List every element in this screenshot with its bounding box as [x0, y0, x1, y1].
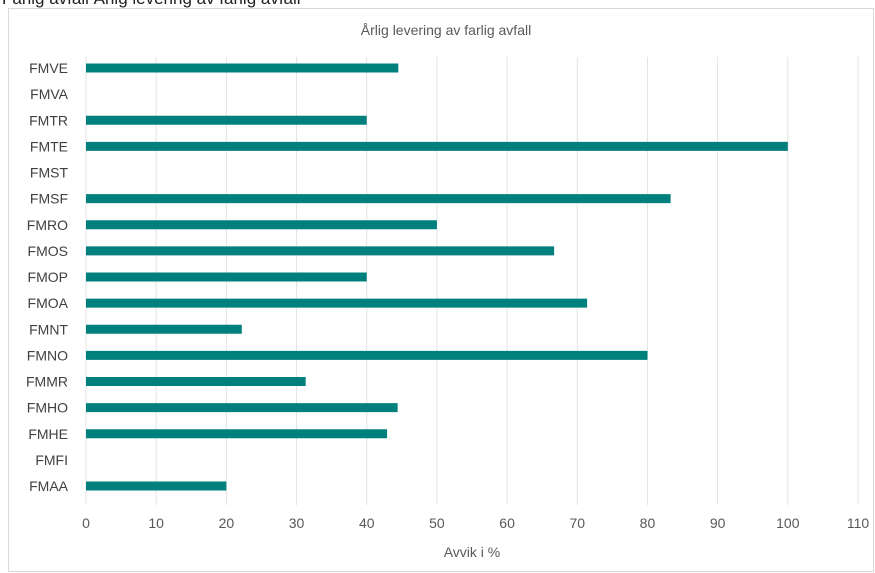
bar — [86, 63, 399, 73]
x-tick-label: 20 — [219, 515, 235, 531]
bar — [86, 403, 398, 413]
x-tick-label: 50 — [429, 515, 445, 531]
chart-frame — [8, 8, 874, 572]
x-tick-labels: 0 10 20 30 40 50 60 70 80 90 100 110 — [82, 515, 869, 531]
bar — [86, 481, 227, 491]
category-label: FMNO — [27, 347, 68, 363]
bar — [86, 194, 671, 204]
category-label: FMRO — [27, 217, 68, 233]
bar — [86, 350, 648, 360]
x-tick-label: 30 — [289, 515, 305, 531]
category-label: FMHO — [27, 400, 68, 416]
category-label: FMTE — [30, 138, 68, 154]
category-label: FMOA — [28, 295, 69, 311]
bar — [86, 246, 555, 256]
x-tick-label: 80 — [640, 515, 656, 531]
bars — [86, 63, 788, 491]
x-tick-label: 90 — [710, 515, 726, 531]
category-label: FMHE — [28, 426, 68, 442]
category-label: FMFI — [35, 452, 68, 468]
bar — [86, 141, 788, 151]
chart-title: Årlig levering av farlig avfall — [361, 22, 531, 38]
x-tick-label: 0 — [82, 515, 90, 531]
category-label: FMNT — [29, 321, 68, 337]
category-label: FMOS — [28, 243, 68, 259]
bar — [86, 115, 367, 125]
x-axis-title: Avvik i % — [444, 544, 501, 560]
category-label: FMST — [30, 165, 69, 181]
category-label: FMTR — [29, 112, 68, 128]
bar — [86, 429, 388, 439]
category-label: FMVE — [29, 60, 68, 76]
page-caption: Farlig avfall Årlig levering av farlig a… — [2, 0, 301, 9]
category-label: FMVA — [30, 86, 69, 102]
x-tick-label: 40 — [359, 515, 375, 531]
bar — [86, 272, 367, 282]
category-labels: FMVE FMVA FMTR FMTE FMST FMSF FMRO FMOS FMOP FMOA… — [26, 60, 69, 494]
x-tick-label: 10 — [148, 515, 164, 531]
category-label: FMSF — [30, 191, 68, 207]
category-label: FMAA — [29, 478, 69, 494]
x-tick-label: 60 — [499, 515, 515, 531]
x-tick-label: 100 — [776, 515, 800, 531]
bar — [86, 324, 242, 334]
category-label: FMMR — [26, 374, 68, 390]
bar — [86, 377, 306, 386]
category-label: FMOP — [28, 269, 68, 285]
x-tick-label: 110 — [847, 515, 870, 531]
bar — [86, 298, 588, 308]
x-tick-label: 70 — [569, 515, 585, 531]
bar — [86, 220, 437, 230]
